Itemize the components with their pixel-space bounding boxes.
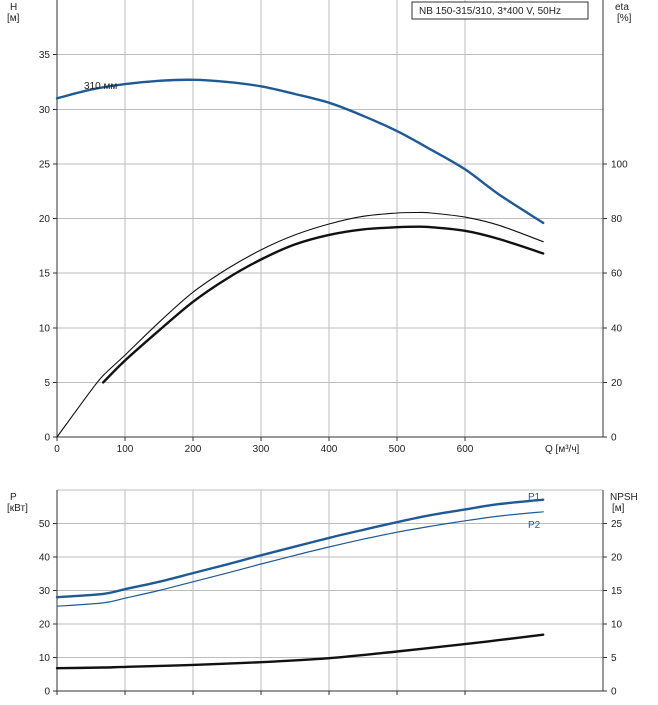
left-axis-title: P (10, 492, 17, 503)
right-tick-label: 25 (611, 519, 623, 530)
right-axis-title: NPSH (610, 492, 638, 503)
left-tick-label: 30 (39, 586, 51, 597)
left-tick-label: 5 (44, 378, 50, 389)
x-tick-label: 100 (117, 444, 134, 455)
right-tick-label: 15 (611, 586, 623, 597)
right-tick-label: 60 (611, 269, 623, 280)
title-box (411, 1, 589, 20)
chart-title: NB 150-315/310, 3*400 V, 50Hz (419, 6, 561, 17)
right-tick-label: 20 (611, 378, 623, 389)
left-tick-label: 50 (39, 519, 51, 530)
left-axis-unit: [м] (7, 13, 20, 24)
x-tick-label: 200 (185, 444, 202, 455)
x-tick-label: 300 (253, 444, 270, 455)
right-tick-label: 40 (611, 323, 623, 334)
series-line-eta-thin (56, 211, 544, 438)
axes-layer (53, 0, 607, 695)
left-tick-label: 10 (39, 323, 51, 334)
right-axis-unit: [%] (617, 13, 632, 24)
right-tick-label: 0 (611, 433, 617, 444)
series-label-310mm: 310 мм (84, 81, 117, 92)
right-tick-label: 10 (611, 620, 623, 631)
chart-header: NB 150-315/310, 3*400 V, 50Hz (411, 1, 589, 20)
series-label-p2: P2 (528, 520, 541, 531)
left-tick-label: 25 (39, 159, 51, 170)
x-axis-label: Q [м³/ч] (545, 444, 580, 455)
right-axis-unit: [м] (612, 503, 625, 514)
x-tick-label: 500 (389, 444, 406, 455)
right-tick-label: 5 (611, 653, 617, 664)
series-layer (55, 78, 545, 670)
x-tick-label: 600 (457, 444, 474, 455)
left-tick-label: 0 (44, 433, 50, 444)
x-tick-label: 0 (54, 444, 60, 455)
left-tick-label: 15 (39, 269, 51, 280)
left-tick-label: 0 (44, 687, 50, 698)
right-tick-label: 80 (611, 214, 623, 225)
series-line-NPSH (55, 633, 545, 670)
series-label-p1: P1 (528, 492, 541, 503)
left-tick-label: 20 (39, 214, 51, 225)
left-tick-label: 20 (39, 620, 51, 631)
series-line-P1 (55, 498, 545, 599)
right-tick-label: 0 (611, 687, 617, 698)
right-tick-label: 20 (611, 553, 623, 564)
left-axis-unit: [кВт] (7, 503, 28, 514)
left-tick-label: 35 (39, 50, 51, 61)
series-line-310-мм (55, 78, 545, 225)
left-axis-title: H (10, 2, 17, 13)
x-tick-label: 400 (321, 444, 338, 455)
right-tick-label: 100 (611, 159, 628, 170)
left-tick-label: 10 (39, 653, 51, 664)
left-tick-label: 40 (39, 553, 51, 564)
grid-layer (57, 0, 603, 691)
left-tick-label: 30 (39, 105, 51, 116)
series-line-eta-thick (102, 225, 545, 384)
series-line-P2 (56, 511, 544, 607)
right-axis-title: eta (615, 2, 629, 13)
